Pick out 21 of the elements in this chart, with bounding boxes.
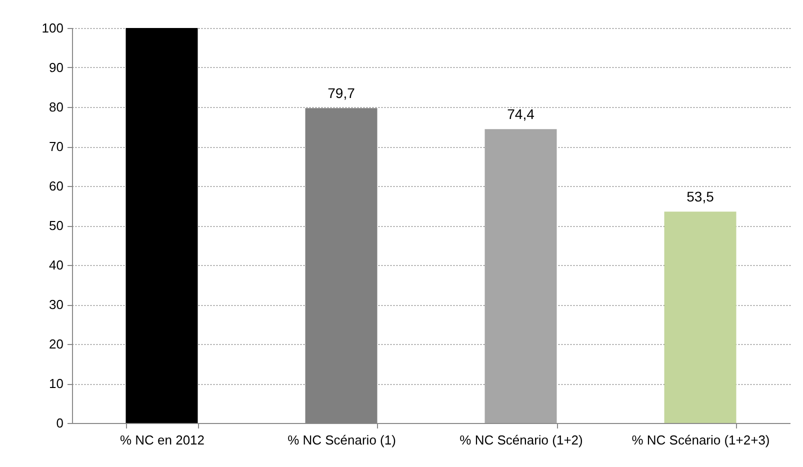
x-tick-label: % NC Scénario (1+2+3) xyxy=(632,432,770,448)
data-label: 74,4 xyxy=(507,106,535,122)
y-tick-label: 40 xyxy=(49,258,64,272)
bar xyxy=(664,212,736,423)
y-tick-label: 10 xyxy=(49,376,64,391)
y-tick-label: 50 xyxy=(49,218,64,233)
y-tick-label: 30 xyxy=(49,297,64,312)
y-tick-label: 60 xyxy=(49,178,64,194)
y-tick-label: 0 xyxy=(56,416,64,430)
y-tick-label: 70 xyxy=(49,139,64,154)
y-tick-label: 80 xyxy=(49,100,64,114)
bar xyxy=(126,28,198,423)
y-tick-label: 90 xyxy=(49,60,64,75)
x-tick-label: % NC Scénario (1) xyxy=(288,432,396,448)
data-label: 79,7 xyxy=(328,85,356,102)
data-label: 53,5 xyxy=(686,188,714,205)
y-tick-label: 100 xyxy=(42,20,64,36)
x-tick-label: % NC en 2012 xyxy=(120,432,205,448)
x-tick-label: % NC Scénario (1+2) xyxy=(460,432,583,448)
y-tick-label: 20 xyxy=(49,336,64,352)
bar xyxy=(484,129,557,423)
